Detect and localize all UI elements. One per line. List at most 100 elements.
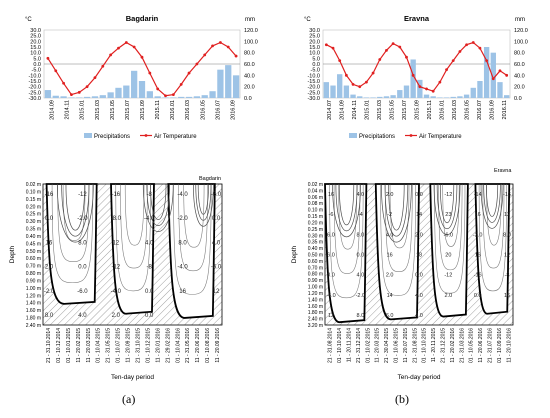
eravna-climate-xtick: 2014.11	[352, 100, 358, 119]
bagdarin-climate-legend-temp: Air Temperature	[154, 134, 197, 140]
eravna-ground-xtick: 01 - 10.10.2015	[422, 328, 428, 363]
eravna-ground-cold-isotherm	[338, 183, 355, 226]
bagdarin-ground-xlabel: Ten-day period	[111, 374, 154, 381]
bagdarin-ground-isotherm	[120, 183, 148, 269]
bagdarin-ground-isotherm-label: 2.0	[45, 265, 54, 271]
bagdarin-ground-ytick: 0.10 m	[26, 189, 41, 195]
bagdarin-ground-ytick: 2.40 m	[26, 323, 41, 329]
eravna-ground-isotherm	[333, 183, 361, 274]
eravna-climate-ytick-left: 10.0	[309, 51, 320, 57]
bagdarin-climate-temp-point	[219, 41, 222, 44]
bagdarin-climate-ytick-left: 5.0	[33, 56, 41, 62]
bagdarin-ground-ytick: 1.00 m	[26, 286, 41, 292]
eravna-ground-isotherm-label: 14	[387, 293, 393, 299]
eravna-climate-right-unit: mm	[515, 17, 525, 23]
eravna-climate-temp-point	[438, 80, 442, 84]
bagdarin-climate-ytick-left: 25.0	[30, 34, 41, 40]
eravna-climate-temp-point	[365, 80, 368, 84]
eravna-climate-temp-point	[324, 43, 328, 47]
eravna-climate-temp-point	[471, 41, 475, 44]
eravna-ground-xtick: 11 - 20.03.2015	[375, 328, 381, 363]
bagdarin-ground-isotherm	[62, 183, 86, 241]
bagdarin-ground-isotherm	[178, 183, 208, 272]
eravna-ground-isotherm-label: 20	[445, 253, 451, 259]
bagdarin-climate-temp-point	[132, 45, 136, 49]
eravna-ground-ytick: 1.00 m	[308, 285, 323, 291]
bagdarin-ground-zero-isotherm	[45, 183, 98, 305]
eravna-ground-isotherm-label: 18	[416, 253, 422, 259]
bagdarin-ground-isotherm	[173, 183, 212, 295]
eravna-ground-isotherm-label: 4.0	[357, 192, 365, 198]
bagdarin-climate-temp-point	[54, 69, 58, 73]
eravna-ground-xtick: 01 - 10.02.2015	[365, 328, 371, 363]
eravna-ground-cold-isotherm	[384, 183, 409, 237]
eravna-ground-isotherm	[482, 183, 505, 269]
bagdarin-climate-temp-point	[179, 83, 183, 86]
bagdarin-climate-ytick-left: -20.0	[28, 85, 41, 91]
bagdarin-climate-precip-bar	[209, 91, 216, 98]
eravna-climate-temp-point	[498, 69, 502, 73]
eravna-climate-ytick-left: 0.0	[312, 62, 320, 68]
eravna-ground-isotherm-label: -2	[387, 212, 392, 218]
bagdarin-climate-ytick-left: -5.0	[32, 68, 41, 74]
bagdarin-ground-cold-isotherm	[197, 183, 209, 215]
bagdarin-ground-ytick: 1.40 m	[26, 301, 41, 307]
bagdarin-climate-temp-point	[140, 55, 144, 59]
bagdarin-climate-precip-bar	[60, 96, 67, 98]
eravna-climate-precip-bar	[397, 90, 403, 98]
eravna-ground-xtick: 21 - 31.08.2014	[328, 328, 334, 363]
eravna-ground-isotherm-label: 2.0	[386, 192, 394, 198]
eravna-ground-cold-isotherm	[480, 183, 504, 229]
eravna-ground-isotherm-label: 4.0	[415, 313, 423, 319]
eravna-ground-isotherm-label: 4.0	[357, 273, 365, 279]
bagdarin-ground-ytick: 0.50 m	[26, 249, 41, 255]
eravna-climate-title: Eravna	[404, 14, 430, 23]
eravna-ground-isotherm-label: -12	[444, 273, 452, 279]
bagdarin-ground-ylabel: Depth	[9, 245, 16, 263]
eravna-climate-temp-point	[485, 59, 489, 62]
eravna-ground-cold-isotherm	[483, 183, 501, 223]
eravna-climate-precip-bar	[477, 81, 483, 98]
eravna-ground-isotherm-label: -4	[358, 212, 363, 218]
bagdarin-climate-temp-point	[46, 56, 50, 60]
eravna-ground-isotherm	[438, 183, 463, 271]
bagdarin-ground-isotherm-label: 16	[179, 289, 186, 295]
bagdarin-climate-left-unit: °C	[25, 17, 32, 23]
panel-label-b: (b)	[395, 392, 409, 406]
bagdarin-ground-ytick: 0.35 m	[26, 227, 41, 233]
eravna-ground-xtick: 21 - 31.12.2014	[356, 328, 362, 363]
eravna-climate-temp-line	[326, 41, 508, 92]
eravna-ground-isotherm	[486, 183, 502, 246]
eravna-ground-isotherm-label: -2.0	[473, 232, 482, 238]
bagdarin-ground-isotherm-label: -6.0	[77, 289, 88, 295]
bagdarin-climate-xtick: 2014.11	[65, 100, 71, 119]
bagdarin-ground-isotherm-label: -12	[111, 265, 120, 271]
bagdarin-climate-legend-precip-swatch	[84, 133, 92, 138]
eravna-ground-isotherm-label: -2.0	[356, 293, 365, 299]
eravna-ground-isotherm-label: 6.0	[386, 313, 394, 319]
eravna-ground-xtick: 21 - 31.12.2015	[441, 328, 447, 363]
bagdarin-climate-ytick-left: 15.0	[30, 45, 41, 51]
bagdarin-ground-isotherm-label: 12	[112, 240, 119, 246]
bagdarin-climate-precip-bar	[44, 90, 52, 98]
eravna-ground-cold-isotherm	[335, 183, 358, 231]
bagdarin-climate-precip-bar	[185, 96, 193, 98]
eravna-ground-cold-isotherm	[433, 183, 461, 235]
eravna-climate-xtick: 2016.01	[439, 100, 445, 120]
eravna-climate-precip-bar	[470, 87, 476, 98]
eravna-climate-temp-point	[371, 71, 375, 75]
eravna-ground-isotherm-label: 4.0	[415, 293, 423, 299]
eravna-climate-precip-bar	[390, 95, 396, 98]
eravna-ground-xtick: 01 - 10.05.2016	[469, 328, 475, 363]
bagdarin-ground-xtick: 11 - 20.02.2015	[76, 328, 82, 363]
bagdarin-ground-ytick: 0.45 m	[26, 241, 41, 247]
bagdarin-ground-isotherm-label: -8.0	[111, 216, 122, 222]
bagdarin-climate-precip-bar	[232, 75, 240, 98]
eravna-ground-isotherm-label: -6	[329, 212, 334, 218]
bagdarin-ground-isotherm-label: 16	[46, 240, 53, 246]
bagdarin-climate-ytick-left: -25.0	[28, 90, 41, 96]
eravna-climate-precip-bar	[370, 97, 376, 98]
bagdarin-climate-precip-bar	[107, 92, 114, 98]
eravna-ground-isotherm-label: 16	[475, 253, 481, 259]
